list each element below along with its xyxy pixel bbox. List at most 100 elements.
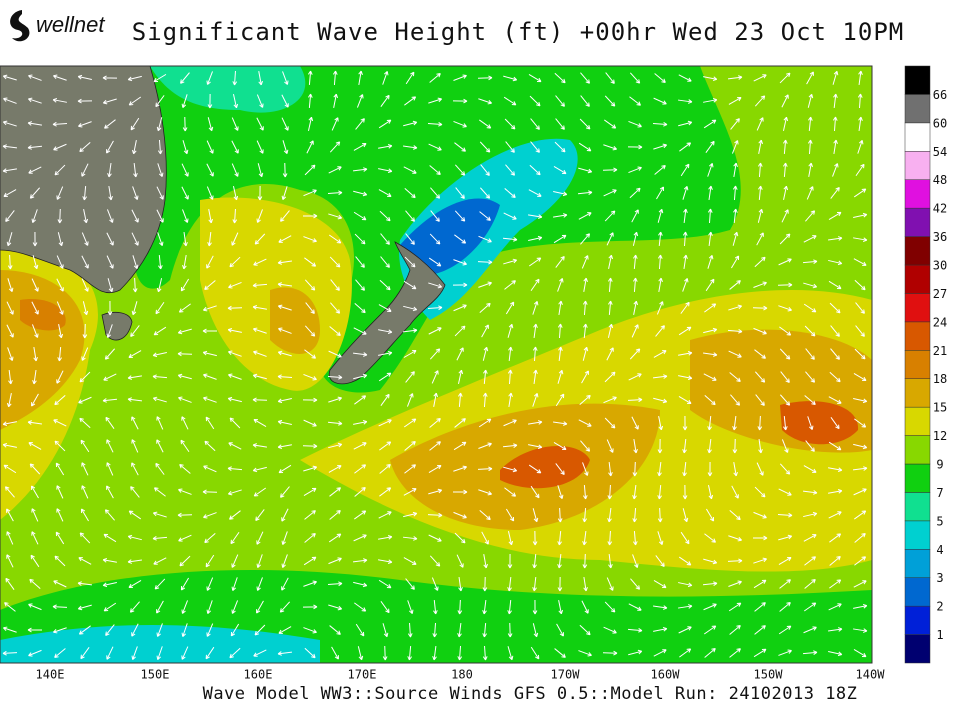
wind-arrow xyxy=(158,254,163,270)
wind-arrow xyxy=(131,439,139,453)
colorbar-label: 30 xyxy=(933,259,947,273)
wind-arrow xyxy=(653,605,668,610)
wind-arrow xyxy=(858,116,863,132)
wind-arrow xyxy=(704,648,716,658)
wind-arrow xyxy=(553,213,568,218)
wind-arrow xyxy=(53,580,67,588)
wind-arrow xyxy=(252,443,267,448)
wind-arrow xyxy=(405,233,415,245)
wind-arrow xyxy=(7,347,14,361)
wind-arrow xyxy=(205,554,215,568)
wind-arrow xyxy=(231,600,239,614)
wind-arrow xyxy=(633,439,638,454)
wind-arrow xyxy=(605,72,615,84)
wind-arrow xyxy=(633,300,639,315)
wind-arrow xyxy=(555,95,565,107)
wind-arrow xyxy=(854,556,867,566)
wind-arrow xyxy=(79,532,91,544)
wind-arrow xyxy=(106,462,114,476)
wind-arrow xyxy=(428,143,442,151)
wind-arrow xyxy=(805,440,815,452)
wind-arrow xyxy=(256,117,264,131)
wind-arrow xyxy=(857,139,864,154)
wind-arrow xyxy=(604,119,617,129)
wind-arrow xyxy=(683,254,688,269)
wind-arrow xyxy=(828,280,842,290)
wind-arrow xyxy=(705,508,715,522)
wind-arrow xyxy=(331,646,339,660)
wind-arrow xyxy=(853,580,867,588)
wind-arrow xyxy=(580,72,591,84)
wind-arrow xyxy=(230,623,240,637)
wind-arrow xyxy=(431,370,439,384)
wind-arrow xyxy=(532,576,537,592)
wind-arrow xyxy=(32,370,37,385)
colorbar-label: 36 xyxy=(933,230,947,244)
wind-arrow xyxy=(707,254,714,269)
wind-arrow xyxy=(580,440,591,452)
wind-arrow xyxy=(232,186,239,201)
wind-arrow xyxy=(829,371,841,383)
wind-arrow xyxy=(627,627,643,633)
wind-arrow xyxy=(328,604,343,611)
wind-arrow xyxy=(705,278,715,292)
wind-arrow xyxy=(704,533,716,543)
wind-arrow xyxy=(7,254,13,270)
wind-arrow xyxy=(456,554,464,568)
wind-arrow xyxy=(378,350,393,356)
wind-arrow xyxy=(530,141,540,153)
wind-arrow xyxy=(678,326,692,336)
wind-arrow xyxy=(555,255,565,268)
wind-arrow xyxy=(805,348,815,360)
wind-arrow xyxy=(6,301,14,315)
wind-arrow xyxy=(680,163,690,177)
colorbar-segment xyxy=(904,577,931,607)
wind-arrow xyxy=(304,533,316,543)
wind-arrow xyxy=(505,141,515,153)
wind-arrow xyxy=(106,646,114,660)
wind-arrow xyxy=(502,443,518,448)
colorbar-segment xyxy=(904,378,931,408)
wind-arrow xyxy=(657,507,663,523)
wind-arrow xyxy=(380,233,390,245)
wind-arrow xyxy=(330,279,340,291)
wind-arrow xyxy=(453,465,468,472)
wind-arrow xyxy=(453,511,467,519)
wind-arrow xyxy=(632,530,638,546)
wind-arrow xyxy=(78,557,92,565)
wind-arrow xyxy=(678,351,693,356)
wind-arrow xyxy=(652,121,668,127)
wind-arrow xyxy=(730,255,740,269)
wind-arrow xyxy=(429,73,441,83)
colorbar-label: 18 xyxy=(933,372,947,386)
wind-arrow xyxy=(658,416,664,431)
wind-arrow xyxy=(28,166,42,174)
wind-arrow xyxy=(678,604,693,609)
wind-arrow xyxy=(453,120,467,128)
wind-arrow xyxy=(733,208,738,224)
wind-arrow xyxy=(56,485,64,499)
wind-arrow xyxy=(754,256,766,268)
wind-arrow xyxy=(782,139,788,155)
wind-arrow xyxy=(378,511,392,519)
wind-arrow xyxy=(804,556,816,566)
wind-arrow xyxy=(6,531,14,545)
wind-arrow xyxy=(604,601,616,613)
x-label: 140W xyxy=(856,668,886,682)
wind-arrow xyxy=(807,139,813,155)
wind-arrow xyxy=(857,93,863,109)
logo-icon xyxy=(10,10,30,42)
wind-arrow xyxy=(279,601,291,613)
wind-arrow xyxy=(207,93,213,109)
wind-arrow xyxy=(2,650,18,656)
wind-arrow xyxy=(803,602,817,612)
wind-arrow xyxy=(654,165,666,175)
wind-arrow xyxy=(558,300,563,315)
wind-arrow xyxy=(2,144,18,149)
wind-arrow xyxy=(206,71,213,85)
wind-arrow xyxy=(303,627,317,634)
wind-arrow xyxy=(833,139,838,154)
wind-arrow xyxy=(53,74,67,81)
wind-arrow xyxy=(477,466,493,472)
wind-arrow xyxy=(203,465,217,473)
